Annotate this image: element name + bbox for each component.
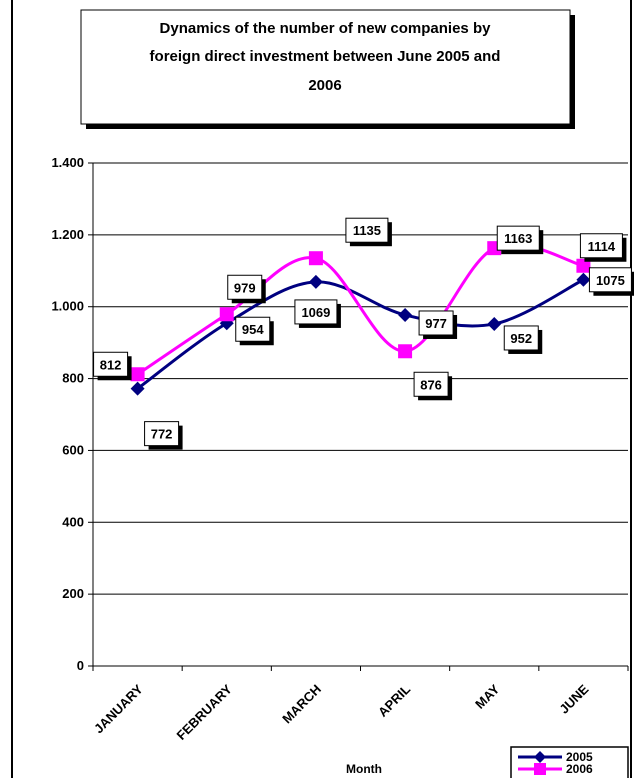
data-point-2006	[398, 344, 413, 359]
data-label-2005: 772	[144, 421, 183, 450]
data-label-2006: 979	[227, 274, 266, 304]
data-labels: 772 954 1069 977 952 1075 812 979 1135 876 1163 111…	[93, 217, 634, 450]
legend-label-2006: 2006	[566, 762, 593, 776]
y-tick-label: 200	[62, 586, 84, 601]
data-label-2005: 1075	[588, 267, 634, 296]
data-label-text: 952	[510, 331, 532, 346]
data-label-2005: 952	[503, 325, 543, 354]
y-tick-label: 1.200	[51, 227, 84, 242]
y-tick-label: 1.000	[51, 299, 84, 314]
y-tick-label: 800	[62, 371, 84, 386]
x-axis-title: Month	[346, 762, 382, 776]
data-label-text: 876	[420, 377, 442, 392]
chart-title-box: Dynamics of the number of new companies …	[80, 9, 575, 129]
data-label-text: 1114	[588, 239, 616, 254]
y-tick-label: 600	[62, 442, 84, 457]
data-point-2006	[576, 258, 591, 273]
data-label-text: 979	[234, 280, 256, 295]
data-point-2006	[130, 367, 145, 382]
series-markers	[130, 241, 591, 396]
legend-label-2005: 2005	[566, 750, 593, 764]
data-point-2005	[398, 307, 413, 322]
data-label-text: 812	[100, 357, 122, 372]
data-label-2006: 1163	[496, 225, 544, 255]
data-point-2005	[130, 381, 145, 396]
data-label-text: 1163	[504, 231, 532, 246]
chart-title-line-3: 2006	[308, 77, 341, 94]
data-label-text: 1135	[353, 223, 381, 238]
data-label-text: 1075	[596, 273, 625, 288]
data-label-2005: 1069	[294, 299, 341, 328]
data-label-text: 772	[151, 427, 173, 442]
y-axis-ticks: 0 200 400 600 800 1.000 1.200 1.400	[51, 155, 84, 673]
chart-title-line-1: Dynamics of the number of new companies …	[160, 20, 492, 37]
data-label-2006: 1114	[579, 233, 627, 262]
data-point-2006	[219, 307, 234, 322]
y-tick-label: 0	[77, 658, 84, 673]
data-point-2005	[576, 272, 591, 287]
data-label-text: 954	[242, 322, 264, 337]
y-tick-label: 400	[62, 514, 84, 529]
data-point-2005	[487, 316, 502, 331]
chart-title-line-2: foreign direct investment between June 2…	[150, 48, 501, 65]
data-label-2005: 954	[235, 316, 274, 346]
data-point-2006	[308, 251, 323, 266]
y-tick-label: 1.400	[51, 155, 84, 170]
legend-marker-2006	[534, 763, 546, 775]
data-label-2006: 876	[413, 371, 453, 401]
data-point-2005	[308, 274, 323, 289]
data-label-text: 1069	[301, 305, 330, 320]
data-label-2006: 1135	[345, 217, 392, 247]
series-line-2005	[136, 278, 585, 390]
data-label-2005: 977	[418, 310, 458, 339]
data-label-2006: 812	[93, 351, 132, 381]
data-label-text: 977	[425, 316, 447, 331]
legend-marker-2005	[534, 751, 546, 763]
